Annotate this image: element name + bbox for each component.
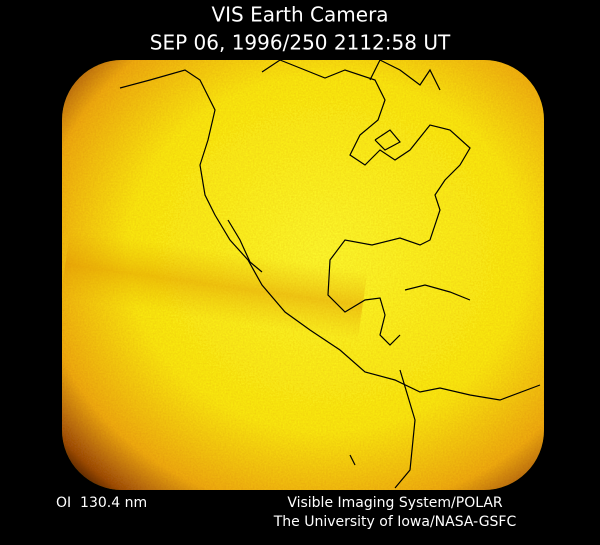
institution-label: The University of Iowa/NASA-GSFC — [273, 514, 517, 530]
instrument-label: Visible Imaging System/POLAR — [287, 495, 503, 511]
wavelength-label: OI 130.4 nm — [56, 495, 147, 511]
emission-band — [60, 229, 368, 341]
earth-image — [60, 59, 544, 490]
timestamp: SEP 06, 1996/250 2112:58 UT — [150, 31, 451, 55]
coastlines — [119, 59, 541, 489]
title: VIS Earth Camera — [211, 3, 388, 27]
